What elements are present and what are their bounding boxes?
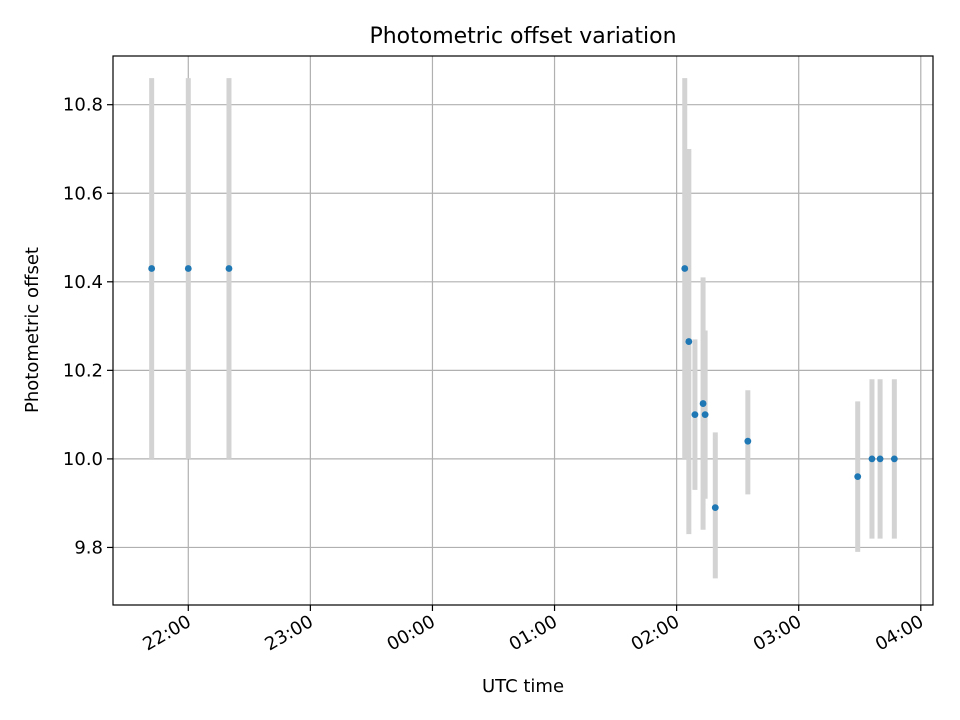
data-point xyxy=(854,473,862,481)
data-point xyxy=(868,455,876,463)
chart-title: Photometric offset variation xyxy=(369,24,676,49)
y-tick-label: 10.2 xyxy=(63,360,103,381)
plot-frame xyxy=(112,55,934,606)
y-tick-label: 10.4 xyxy=(63,272,103,293)
data-point xyxy=(744,437,752,445)
data-point xyxy=(711,504,719,511)
data-point xyxy=(184,265,192,272)
data-points xyxy=(148,265,898,511)
y-tick-label: 9.8 xyxy=(74,537,103,558)
grid xyxy=(113,56,933,605)
data-point xyxy=(685,338,693,345)
y-axis-label: Photometric offset xyxy=(22,247,43,413)
data-point xyxy=(681,265,689,272)
y-tick-label: 10.0 xyxy=(63,449,103,470)
data-point xyxy=(701,411,709,419)
y-tick-label: 10.6 xyxy=(63,183,103,204)
x-axis-label: UTC time xyxy=(482,676,564,697)
data-point xyxy=(876,455,884,463)
data-point xyxy=(890,455,898,463)
y-tick-label: 10.8 xyxy=(63,95,103,116)
data-point xyxy=(699,400,707,407)
data-point xyxy=(148,265,156,272)
data-point xyxy=(225,265,233,272)
data-point xyxy=(691,411,699,419)
